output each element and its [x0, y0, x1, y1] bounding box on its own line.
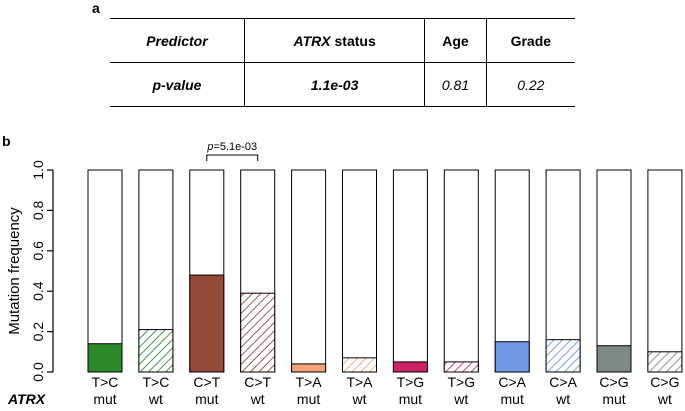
x-tick-label: C>T	[193, 374, 220, 390]
annotation-bracket	[206, 154, 259, 161]
bar	[392, 361, 428, 373]
x-status-label: mut	[602, 391, 625, 407]
bar-group-0	[87, 169, 123, 373]
bar	[240, 292, 276, 373]
pvalue-atrx: 1.1e-03	[243, 62, 425, 107]
header-atrx: ATRX	[293, 32, 331, 49]
header-predictor: Predictor	[110, 18, 245, 63]
bar-group-6	[392, 169, 428, 373]
bar-background	[494, 169, 530, 373]
bar-background	[291, 169, 327, 373]
x-status-label: wt	[555, 391, 570, 407]
x-status-label: mut	[93, 391, 116, 407]
y-tick-label: 0.2	[30, 322, 46, 342]
bar	[443, 361, 479, 373]
bar-group-5	[342, 169, 377, 373]
bar	[342, 357, 377, 373]
significance-annotation: p=5.1e-03	[206, 141, 259, 161]
bar-background	[342, 169, 377, 373]
bar-group-8	[494, 169, 530, 373]
bar-group-10	[596, 169, 632, 373]
bar-group-3	[240, 169, 276, 373]
header-age: Age	[424, 18, 487, 63]
x-status-label: wt	[148, 391, 163, 407]
bar	[87, 343, 123, 373]
table-header-row: Predictor ATRX status Age Grade	[110, 18, 575, 63]
bar	[596, 345, 632, 373]
x-tick-label: T>C	[92, 374, 119, 390]
y-axis-label: Mutation frequency	[6, 207, 23, 335]
pvalue-age: 0.81	[424, 62, 487, 107]
atrx-row-label: ATRX	[7, 391, 47, 407]
x-status-label: mut	[399, 391, 422, 407]
bar-background	[443, 169, 479, 373]
x-status-label: wt	[657, 391, 672, 407]
x-tick-label: C>G	[650, 374, 679, 390]
x-tick-label: C>A	[498, 374, 526, 390]
bar-background	[545, 169, 581, 373]
pvalue-grade: 0.22	[485, 62, 575, 107]
x-status-label: wt	[250, 391, 265, 407]
x-tick-label: C>T	[244, 374, 271, 390]
x-status-label: wt	[453, 391, 468, 407]
y-tick-label: 0.6	[30, 241, 46, 261]
x-tick-label: T>G	[397, 374, 425, 390]
panel-label-b: b	[2, 133, 11, 149]
x-tick-label: T>A	[296, 374, 323, 390]
x-tick-label: C>G	[599, 374, 628, 390]
panel-label-a: a	[92, 0, 100, 16]
bar	[647, 351, 683, 373]
bar	[545, 339, 581, 373]
bar	[494, 341, 530, 373]
bars	[87, 169, 683, 373]
y-tick-label: 1.0	[30, 160, 46, 180]
bar-group-9	[545, 169, 581, 373]
bar-group-1	[138, 169, 174, 373]
x-tick-label: T>G	[447, 374, 475, 390]
x-status-label: mut	[501, 391, 524, 407]
header-grade: Grade	[485, 18, 575, 63]
x-axis-labels: ATRXT>CmutT>CwtC>TmutC>TwtT>AmutT>AwtT>G…	[7, 374, 679, 407]
bar	[138, 329, 174, 373]
table-pvalue-row: p-value 1.1e-03 0.81 0.22	[110, 62, 575, 107]
bar	[189, 274, 225, 373]
bar-background	[392, 169, 428, 373]
bar-group-2	[189, 169, 225, 373]
x-tick-label: T>A	[346, 374, 373, 390]
statistics-table: Predictor ATRX status Age Grade p-value …	[110, 18, 575, 107]
x-status-label: mut	[195, 391, 218, 407]
y-tick-label: 0.8	[30, 200, 46, 220]
header-atrx-status: ATRX status	[243, 18, 425, 63]
row-label-pvalue: p-value	[110, 62, 245, 107]
y-tick-label: 0.4	[30, 281, 46, 301]
bar-background	[87, 169, 123, 373]
header-status: status	[330, 32, 376, 49]
y-tick-label: 0.0	[30, 362, 46, 382]
bar-group-7	[443, 169, 479, 373]
bar-background	[596, 169, 632, 373]
annotation-value: =5.1e-03	[213, 141, 257, 153]
annotation-label: p=5.1e-03	[206, 141, 257, 153]
bar-group-11	[647, 169, 683, 373]
annotation-p: p	[206, 141, 213, 153]
x-status-label: wt	[352, 391, 367, 407]
y-axis: 0.0 0.2 0.4 0.6 0.8 1.0	[30, 160, 54, 382]
bar	[291, 363, 327, 373]
bar-group-4	[291, 169, 327, 373]
x-status-label: mut	[297, 391, 320, 407]
bar-background	[647, 169, 683, 373]
x-tick-label: C>A	[549, 374, 577, 390]
x-tick-label: T>C	[142, 374, 169, 390]
mutation-frequency-chart: Mutation frequency 0.0 0.2 0.4 0.6 0.8 1.0 p=…	[6, 141, 683, 407]
